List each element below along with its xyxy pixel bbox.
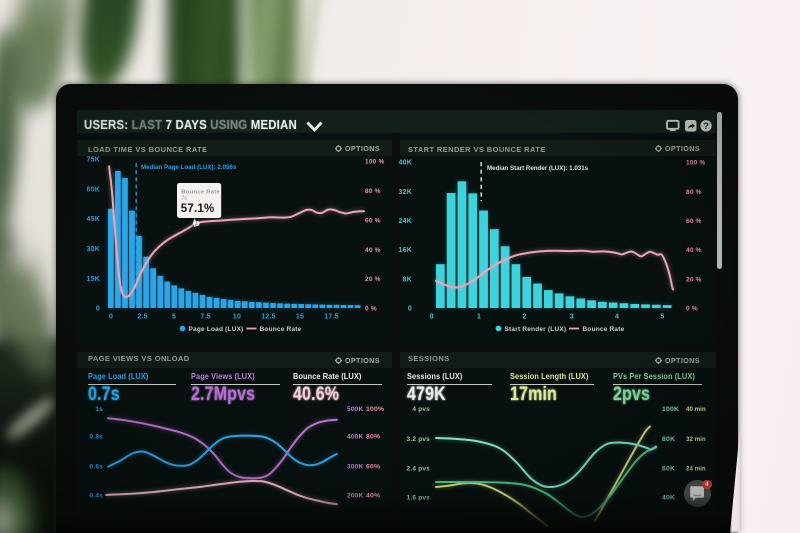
svg-text:0.6s: 0.6s	[90, 464, 104, 471]
svg-text:1.6 pvs: 1.6 pvs	[407, 494, 431, 501]
svg-text:100 %: 100 %	[686, 160, 705, 167]
svg-text:500K: 500K	[347, 406, 363, 413]
svg-text:100 %: 100 %	[365, 159, 384, 166]
svg-text:3: 3	[570, 314, 574, 321]
svg-text:4: 4	[615, 314, 619, 321]
svg-text:8K: 8K	[403, 276, 412, 283]
svg-text:16K: 16K	[399, 247, 412, 254]
svg-text:0: 0	[408, 306, 412, 313]
svg-text:7s: 7s	[181, 196, 187, 202]
svg-text:5: 5	[172, 314, 176, 321]
svg-text:?: ?	[703, 121, 709, 132]
svg-text:80K: 80K	[662, 436, 675, 443]
svg-text:Median Start Render (LUX): 1.0: Median Start Render (LUX): 1.031s	[487, 165, 589, 172]
svg-text:40%: 40%	[366, 492, 380, 499]
svg-text:80 %: 80 %	[365, 188, 381, 195]
svg-text:60%: 60%	[366, 464, 380, 471]
svg-text:0: 0	[430, 314, 434, 321]
svg-text:2.4 pvs: 2.4 pvs	[407, 465, 431, 472]
svg-text:0.4s: 0.4s	[90, 492, 104, 499]
svg-text:3.2 pvs: 3.2 pvs	[407, 436, 431, 443]
svg-text:40 %: 40 %	[686, 247, 702, 254]
svg-text:80 %: 80 %	[686, 189, 702, 196]
svg-text:100%: 100%	[366, 406, 384, 413]
svg-text:60 %: 60 %	[365, 217, 381, 224]
svg-text:100K: 100K	[662, 406, 679, 413]
svg-text:40 min: 40 min	[686, 406, 706, 413]
svg-text:Median Page Load (LUX): 2.056s: Median Page Load (LUX): 2.056s	[141, 164, 237, 171]
svg-text:60K: 60K	[662, 465, 675, 472]
svg-text:0: 0	[109, 314, 113, 321]
svg-text:4 pvs: 4 pvs	[412, 406, 430, 413]
svg-text:30K: 30K	[87, 246, 100, 253]
svg-text:Bounce Rate: Bounce Rate	[181, 190, 220, 196]
svg-text:0 %: 0 %	[365, 306, 377, 313]
svg-text:60 %: 60 %	[686, 218, 702, 225]
svg-text:Start Render (LUX): Start Render (LUX)	[505, 326, 567, 333]
svg-text:1s: 1s	[95, 406, 103, 413]
svg-text:5: 5	[660, 314, 664, 321]
svg-text:20 %: 20 %	[365, 276, 381, 283]
svg-text:1: 1	[477, 314, 481, 321]
svg-text:12.5: 12.5	[261, 314, 275, 321]
svg-text:32K: 32K	[399, 189, 412, 196]
svg-text:10: 10	[233, 314, 241, 321]
svg-text:57.1%: 57.1%	[181, 203, 215, 215]
svg-text:0.8s: 0.8s	[90, 433, 104, 440]
svg-text:2.5: 2.5	[137, 314, 147, 321]
svg-text:17.5: 17.5	[324, 314, 338, 321]
svg-text:40K: 40K	[662, 494, 675, 501]
svg-text:15K: 15K	[87, 276, 100, 283]
svg-text:0 %: 0 %	[686, 306, 698, 313]
svg-text:7.5: 7.5	[200, 314, 210, 321]
svg-text:40 %: 40 %	[365, 247, 381, 254]
svg-text:24 min: 24 min	[686, 465, 706, 472]
svg-text:45K: 45K	[87, 216, 100, 223]
svg-text:40K: 40K	[399, 160, 412, 167]
svg-text:300K: 300K	[347, 464, 363, 471]
svg-text:20 %: 20 %	[686, 276, 702, 283]
svg-text:32 min: 32 min	[686, 436, 706, 443]
svg-text:200K: 200K	[347, 492, 363, 499]
svg-text:Bounce Rate: Bounce Rate	[583, 326, 625, 333]
svg-text:15: 15	[296, 314, 304, 321]
svg-text:2: 2	[522, 314, 526, 321]
svg-text:Page Load (LUX): Page Load (LUX)	[189, 326, 244, 333]
svg-text:75K: 75K	[87, 157, 100, 164]
svg-text:Bounce Rate: Bounce Rate	[260, 326, 302, 333]
svg-text:400K: 400K	[347, 433, 363, 440]
svg-text:0: 0	[96, 306, 100, 313]
svg-text:24K: 24K	[399, 218, 412, 225]
svg-text:80%: 80%	[366, 433, 380, 440]
svg-text:60K: 60K	[87, 186, 100, 193]
